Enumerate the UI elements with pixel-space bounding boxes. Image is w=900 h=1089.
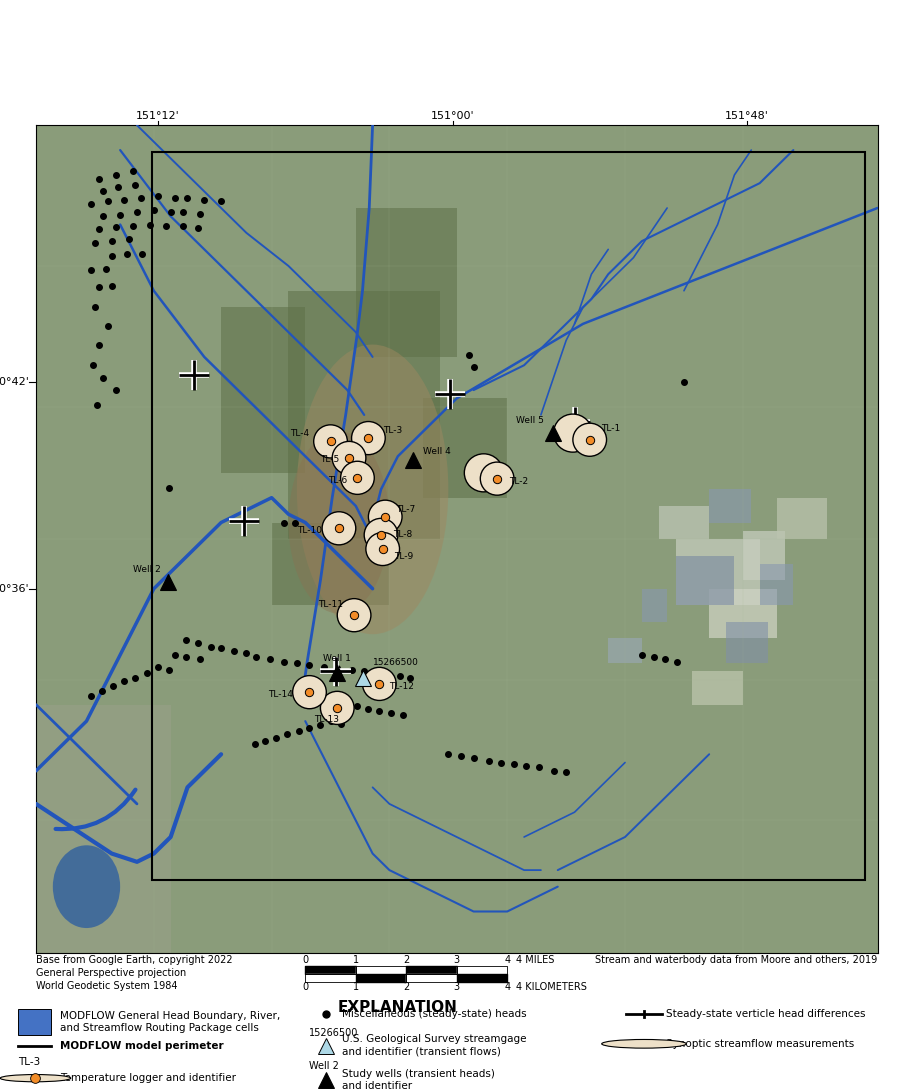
Text: Stream and waterbody data from Moore and others, 2019: Stream and waterbody data from Moore and… xyxy=(595,955,878,965)
Text: TL-3: TL-3 xyxy=(382,426,402,435)
Text: TL-7: TL-7 xyxy=(396,505,416,514)
Text: 2: 2 xyxy=(403,955,410,965)
Text: 4: 4 xyxy=(504,982,510,992)
Bar xyxy=(642,589,667,622)
Circle shape xyxy=(481,462,514,495)
Bar xyxy=(36,705,171,953)
Text: 0: 0 xyxy=(302,982,309,992)
Bar xyxy=(152,151,865,880)
Bar xyxy=(608,638,642,663)
Circle shape xyxy=(364,518,398,551)
Circle shape xyxy=(322,512,356,544)
Bar xyxy=(272,523,390,605)
Text: TL-4: TL-4 xyxy=(291,429,310,438)
Text: 3: 3 xyxy=(454,955,460,965)
Circle shape xyxy=(602,1040,687,1048)
Circle shape xyxy=(464,454,503,492)
Text: 1: 1 xyxy=(353,955,359,965)
Text: 60°42': 60°42' xyxy=(0,377,30,387)
Text: TL-9: TL-9 xyxy=(393,552,413,561)
Text: TL-6: TL-6 xyxy=(328,476,347,485)
FancyArrowPatch shape xyxy=(56,790,135,829)
Text: TL-13: TL-13 xyxy=(314,714,338,723)
Text: 1: 1 xyxy=(353,982,359,992)
Bar xyxy=(289,291,440,539)
Text: TL-14: TL-14 xyxy=(268,690,292,699)
Circle shape xyxy=(338,599,371,632)
Text: Base from Google Earth, copyright 2022
General Perspective projection
World Geod: Base from Google Earth, copyright 2022 G… xyxy=(36,955,232,991)
Text: U.S. Geological Survey streamgage
and identifier (transient flows): U.S. Geological Survey streamgage and id… xyxy=(342,1035,526,1056)
Text: Miscellaneous (steady-state) heads: Miscellaneous (steady-state) heads xyxy=(342,1010,527,1019)
Text: Well 5: Well 5 xyxy=(517,416,544,425)
Text: TL-11: TL-11 xyxy=(318,600,343,610)
Circle shape xyxy=(554,414,592,452)
Circle shape xyxy=(332,441,366,475)
Text: Synoptic streamflow measurements: Synoptic streamflow measurements xyxy=(666,1039,854,1049)
Bar xyxy=(356,208,457,357)
Text: TL-5: TL-5 xyxy=(320,455,339,464)
Text: Well 1: Well 1 xyxy=(323,654,351,663)
Circle shape xyxy=(340,462,374,494)
Circle shape xyxy=(573,424,607,456)
Bar xyxy=(742,530,785,580)
Text: Temperature logger and identifier: Temperature logger and identifier xyxy=(60,1073,236,1084)
Bar xyxy=(423,399,508,498)
Circle shape xyxy=(363,668,396,700)
Ellipse shape xyxy=(297,344,448,634)
Bar xyxy=(709,589,777,638)
Bar xyxy=(676,539,760,605)
Bar xyxy=(692,672,742,705)
Bar xyxy=(726,622,768,663)
Text: 60°36': 60°36' xyxy=(0,584,30,594)
Bar xyxy=(709,489,752,523)
Text: TL-8: TL-8 xyxy=(392,530,412,539)
Ellipse shape xyxy=(53,845,121,928)
Text: 4: 4 xyxy=(504,955,510,965)
Bar xyxy=(777,498,827,539)
Text: Well 2: Well 2 xyxy=(133,565,160,574)
Text: 151°48': 151°48' xyxy=(725,111,769,121)
Text: 15266500: 15266500 xyxy=(373,659,418,668)
Text: TL-3: TL-3 xyxy=(18,1057,40,1067)
Circle shape xyxy=(368,500,402,534)
Text: 3: 3 xyxy=(454,982,460,992)
Text: Well 4: Well 4 xyxy=(423,448,451,456)
Ellipse shape xyxy=(289,431,390,613)
Circle shape xyxy=(352,421,385,454)
Text: TL-2: TL-2 xyxy=(508,477,528,486)
Circle shape xyxy=(366,533,400,565)
Text: EXPLANATION: EXPLANATION xyxy=(338,1001,457,1015)
Text: Well 2: Well 2 xyxy=(309,1062,338,1072)
Text: TL-1: TL-1 xyxy=(601,424,621,433)
Text: 4 KILOMETERS: 4 KILOMETERS xyxy=(516,982,587,992)
Text: 151°12': 151°12' xyxy=(136,111,180,121)
Text: 2: 2 xyxy=(403,982,410,992)
Text: TL-12: TL-12 xyxy=(390,682,414,690)
Bar xyxy=(676,555,734,605)
Text: 4 MILES: 4 MILES xyxy=(516,955,554,965)
Text: TL-10: TL-10 xyxy=(297,526,322,536)
Text: MODFLOW model perimeter: MODFLOW model perimeter xyxy=(60,1041,224,1051)
Text: Study wells (transient heads)
and identifier: Study wells (transient heads) and identi… xyxy=(342,1068,495,1089)
Circle shape xyxy=(292,675,327,709)
Bar xyxy=(760,564,794,605)
Text: 151°00': 151°00' xyxy=(431,111,474,121)
Circle shape xyxy=(0,1075,71,1081)
Text: Steady-state verticle head differences: Steady-state verticle head differences xyxy=(666,1010,866,1019)
Text: 0: 0 xyxy=(302,955,309,965)
Text: MODFLOW General Head Boundary, River,
and Streamflow Routing Package cells: MODFLOW General Head Boundary, River, an… xyxy=(60,1011,281,1033)
Circle shape xyxy=(320,692,354,724)
Circle shape xyxy=(314,425,347,458)
Bar xyxy=(221,307,305,473)
Text: 15266500: 15266500 xyxy=(309,1028,358,1038)
FancyBboxPatch shape xyxy=(18,1010,51,1035)
Bar xyxy=(659,506,709,539)
